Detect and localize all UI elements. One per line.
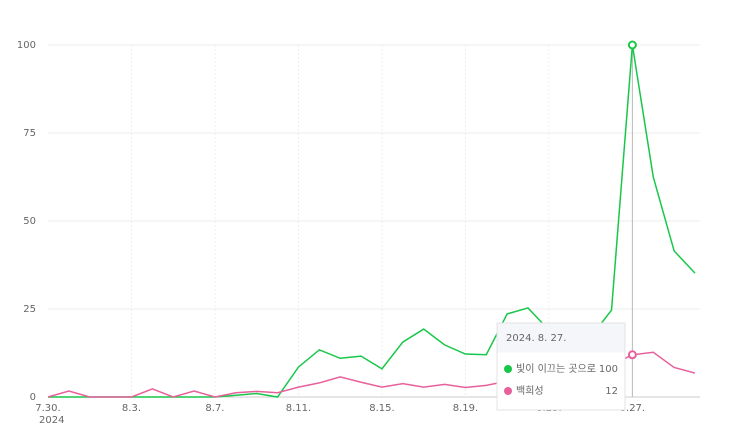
legend-name: 빛이 이끄는 곳으로 [516,363,596,375]
tooltip-title: 2024. 8. 27. [506,333,566,344]
x-tick-label: 8.19. [453,403,478,414]
y-tick-label: 75 [23,128,36,139]
x-tick-label: 8.27. [620,403,645,414]
year-label: 2024 [39,415,64,426]
hover-marker [627,350,637,360]
tooltip: 2024. 8. 27. 빛이 이끄는 곳으로 100 백희성 12 [496,322,626,411]
legend-dot [504,387,512,395]
legend-name: 백희성 [516,385,544,397]
y-tick-label: 25 [23,304,36,315]
x-tick-label: 8.11. [286,403,311,414]
tooltip-value: 12 [605,386,618,397]
tooltip-header [497,323,625,353]
x-tick-label: 7.30. [35,403,60,414]
tooltip-value: 100 [599,364,618,375]
hover-marker [627,40,637,50]
x-tick-label: 8.7. [205,403,224,414]
y-tick-label: 50 [23,216,36,227]
x-tick-label: 8.15. [369,403,394,414]
y-tick-label: 100 [17,40,36,51]
x-tick-label: 8.3. [122,403,141,414]
y-tick-label: 0 [30,392,36,403]
legend-dot [504,365,512,373]
